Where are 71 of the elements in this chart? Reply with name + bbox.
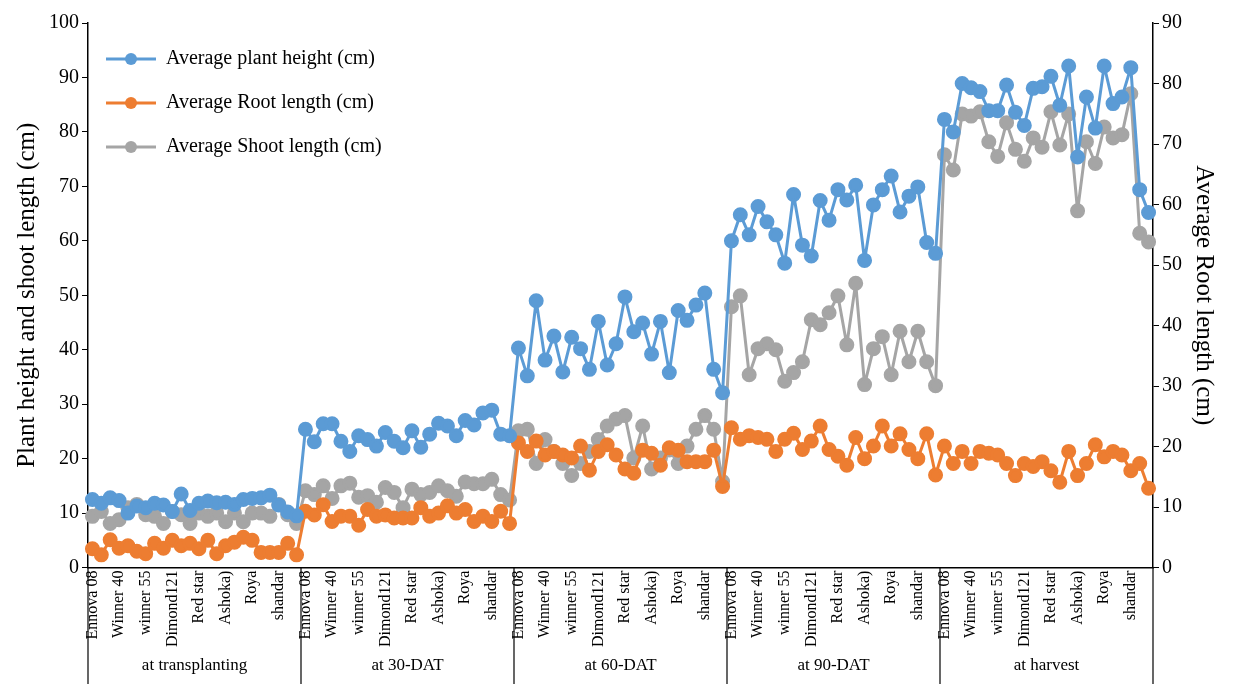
y-tick-label: 60 [59,228,79,251]
y2-tick-label: 20 [1162,433,1182,456]
text: at 90-DAT [797,655,871,675]
x-tick-label: Dimond121 [375,570,393,648]
x-tick-label: Dimond121 [162,570,180,648]
x-tick-label: Ashoka) [428,570,447,625]
y2-tick-label: 10 [1162,494,1182,517]
y-tick-label: 0 [69,554,79,577]
x-tick-label: Dimond121 [1014,570,1032,648]
x-tick-label: Ennova 08 [82,570,100,640]
text: at 30-DAT [371,655,445,675]
y2-tick-label: 70 [1162,131,1182,154]
y2-tick-label: 80 [1162,70,1182,93]
x-tick-label: Winner 40 [109,570,127,638]
legend-label: Average plant height (cm) [166,46,375,70]
x-tick-label: Dimond121 [801,570,819,648]
y-tick-label: 100 [49,10,79,33]
y-tick-label: 90 [59,64,79,87]
y-tick-label: 80 [59,119,79,142]
x-tick-label: Winner 40 [535,570,553,638]
x-tick-label: Roya [881,570,900,605]
y-tick-label: 10 [59,500,79,523]
y2-tick-label: 50 [1162,252,1182,275]
x-tick-label: Ennova 08 [508,570,526,640]
x-tick-label: Winner 40 [961,570,979,638]
x-tick-label: Winner 40 [748,570,766,638]
x-tick-label: Dimond121 [588,570,606,648]
y2-tick-label: 0 [1162,554,1172,577]
y-axis-title: Plant height and shoot length (cm) [11,122,40,468]
text: at transplanting [141,655,248,675]
x-tick-label: Red star [828,569,846,624]
x-tick-label: winner 55 [987,570,1005,635]
x-tick-label: Ashoka) [854,570,873,625]
y2-tick-label: 40 [1162,312,1182,335]
y2-tick-label: 60 [1162,191,1182,214]
x-tick-label: shandar [269,569,287,621]
x-tick-label: Red star [615,569,633,624]
y2-axis-title: Average Root length (cm) [1191,165,1220,426]
y2-tick-label: 90 [1162,10,1182,33]
x-tick-label: winner 55 [561,570,579,635]
x-tick-label: Ennova 08 [721,570,739,640]
y-tick-label: 40 [59,336,79,359]
y-tick-label: 20 [59,445,79,468]
legend-label: Average Root length (cm) [166,90,374,114]
text: at 60-DAT [584,655,658,675]
y-tick-label: 50 [59,282,79,305]
y2-tick-label: 30 [1162,373,1182,396]
x-tick-label: Ashoka) [215,570,234,625]
x-tick-label: Red star [1041,569,1059,624]
x-tick-label: Roya [1094,570,1113,605]
x-tick-label: Red star [402,569,420,624]
x-tick-label: shandar [908,569,926,621]
x-tick-label: shandar [695,569,713,621]
x-tick-label: Roya [455,570,474,605]
x-tick-label: Roya [668,570,687,605]
x-tick-label: shandar [1121,569,1139,621]
x-tick-label: Ennova 08 [295,570,313,640]
y-tick-label: 70 [59,173,79,196]
x-tick-label: winner 55 [135,570,153,635]
x-tick-label: winner 55 [348,570,366,635]
y-tick-label: 30 [59,391,79,414]
x-tick-label: Ennova 08 [934,570,952,640]
x-tick-label: Red star [189,569,207,624]
x-tick-label: Roya [242,570,261,605]
x-tick-label: Winner 40 [322,570,340,638]
x-tick-label: Ashoka) [641,570,660,625]
x-tick-label: Ashoka) [1067,570,1086,625]
legend-label: Average Shoot length (cm) [166,134,382,158]
x-tick-label: shandar [482,569,500,621]
x-tick-label: winner 55 [774,570,792,635]
text: at harvest [1013,655,1080,675]
